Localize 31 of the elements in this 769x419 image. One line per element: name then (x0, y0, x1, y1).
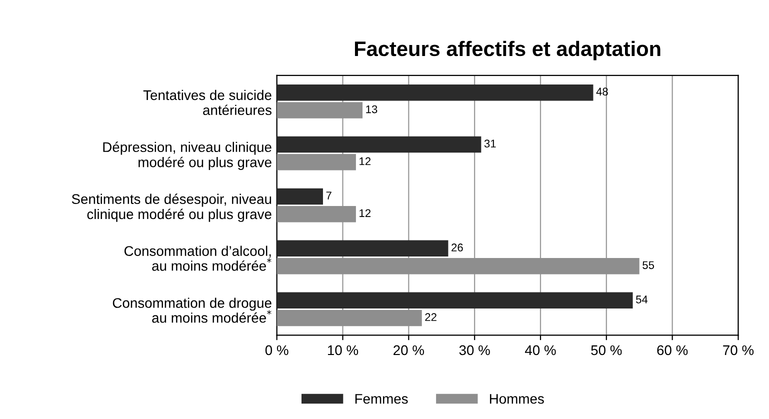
y-tick-label: Dépression, niveau clinique modéré ou plus grave (103, 142, 272, 170)
data-label: 22 (425, 313, 436, 321)
legend-label: Hommes (490, 394, 544, 404)
x-tick-label: 20 % (394, 345, 424, 356)
bar (276, 292, 633, 309)
chart-title: Facteurs affectifs et adaptation (354, 40, 660, 60)
data-label: 26 (452, 244, 463, 252)
data-label: 13 (366, 105, 378, 114)
x-tick-label: 70 % (723, 345, 754, 356)
y-tick-label: Sentiments de désespoir, niveau clinique modéré ou plus grave (72, 194, 272, 222)
bar (276, 84, 594, 101)
legend-label: Femmes (355, 394, 408, 404)
data-label: 54 (636, 296, 648, 304)
y-tick-label: Tentatives de suicide antérieures (143, 90, 272, 116)
data-label: 31 (484, 140, 496, 148)
x-tick-label: 0 % (265, 345, 288, 356)
x-tick-label: 10 % (328, 345, 358, 356)
x-tick-label: 30 % (459, 345, 490, 356)
x-tick-label: 40 % (524, 345, 556, 356)
bar (276, 136, 482, 153)
data-label: 7 (326, 192, 332, 200)
y-tick-label: Consommation d’alcool, au moins modérée$^{*}$ (124, 246, 272, 271)
data-label: 48 (596, 88, 608, 96)
data-label: 12 (360, 209, 371, 218)
y-tick-label: Consommation de drogue au moins modérée$^{*}$ (112, 298, 272, 323)
data-label: 55 (642, 261, 654, 270)
x-tick-label: 60 % (657, 345, 688, 356)
data-label: 12 (360, 157, 371, 166)
bar (276, 240, 448, 257)
x-tick-label: 50 % (591, 345, 622, 356)
bar (276, 188, 323, 205)
